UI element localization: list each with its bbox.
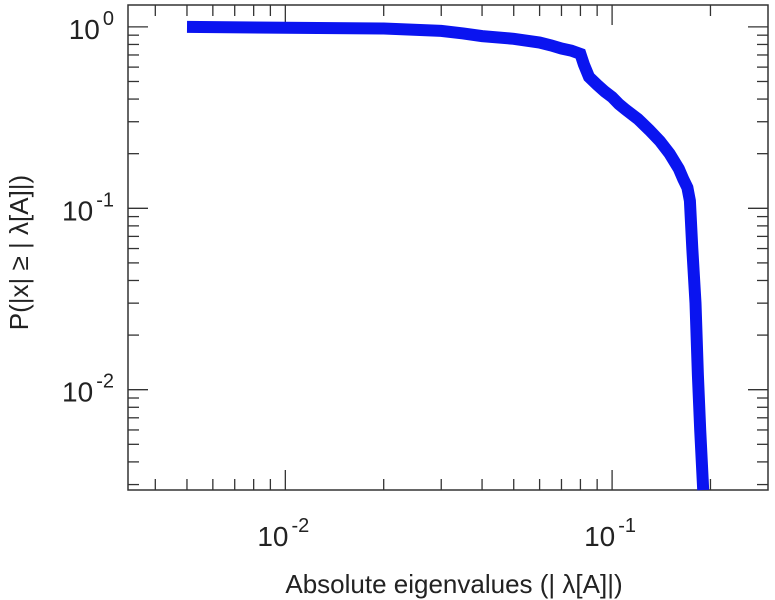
tick-exponent: -2 (96, 371, 114, 393)
tick-base: 10 (69, 14, 100, 45)
tick-base: 10 (584, 521, 615, 552)
series-line-0 (186, 20, 710, 491)
minor-ticks (128, 5, 768, 490)
tick-base: 10 (62, 377, 93, 408)
x-tick-labels: 10 -2 10 -1 (257, 515, 636, 552)
y-axis-label: P(|x| ≥ | λ[A]|) (4, 175, 34, 330)
plot-frame (127, 4, 769, 491)
tick-base: 10 (257, 521, 288, 552)
tick-exponent: -1 (618, 515, 636, 537)
x-tick-label: 10 -2 (257, 515, 309, 552)
tick-base: 10 (62, 195, 93, 226)
x-axis-label: Absolute eigenvalues (| λ[A]|) (285, 569, 622, 599)
major-ticks (128, 5, 768, 490)
tick-exponent: -1 (96, 189, 114, 211)
series-layer (186, 20, 710, 491)
tick-exponent: -2 (292, 515, 310, 537)
y-tick-label: 10 0 (69, 8, 114, 45)
tick-exponent: 0 (103, 8, 114, 30)
x-tick-label: 10 -1 (584, 515, 636, 552)
y-tick-label: 10 -1 (62, 189, 114, 226)
y-tick-label: 10 -2 (62, 371, 114, 408)
